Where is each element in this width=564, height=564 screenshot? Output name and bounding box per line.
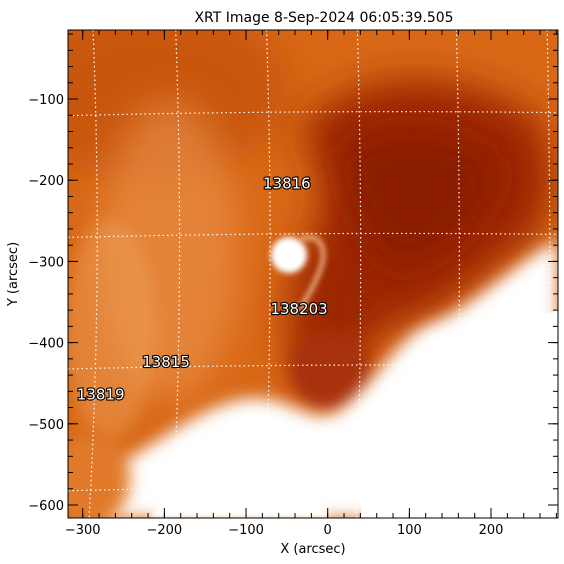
left-loop-glow-2 xyxy=(68,220,155,440)
active-region-label: 13815 xyxy=(142,353,190,371)
x-tick-label: 0 xyxy=(324,523,332,538)
x-axis-ticks: −300 −200 −100 0 100 200 xyxy=(65,30,557,538)
bright-lower-core xyxy=(360,310,558,518)
x-axis-label: X (arcsec) xyxy=(280,542,345,557)
y-tick-label: −300 xyxy=(28,255,64,270)
active-region-labels: 13816 138203 13815 13819 xyxy=(76,173,329,404)
bottom-left-fringe xyxy=(68,435,130,518)
y-tick-label: −400 xyxy=(28,337,64,352)
active-region-label: 138203 xyxy=(270,300,327,318)
grid-longitude-line xyxy=(455,30,460,518)
xrt-solar-image xyxy=(68,30,558,518)
x-tick-label: 200 xyxy=(479,523,504,538)
coordinate-grid xyxy=(68,30,558,518)
x-tick-label: −200 xyxy=(147,523,183,538)
watermark: SolarMonitor.org xyxy=(388,489,544,511)
x-tick-label: −300 xyxy=(65,523,101,538)
x-tick-label: 100 xyxy=(397,523,422,538)
y-tick-label: −600 xyxy=(28,499,64,514)
bright-loop xyxy=(298,235,326,311)
y-tick-label: −200 xyxy=(28,174,64,189)
plot-frame xyxy=(67,29,559,519)
y-tick-label: −500 xyxy=(28,418,64,433)
bright-kernel-core xyxy=(278,244,300,266)
active-region-label: 13816 xyxy=(263,174,311,192)
active-region-label: 13819 xyxy=(77,385,125,403)
dark-lower xyxy=(290,330,370,410)
grid-longitude-line xyxy=(546,30,551,518)
grid-longitude-line xyxy=(263,30,271,518)
grid-longitude-line xyxy=(355,30,362,518)
dark-core xyxy=(340,132,500,270)
x-tick-label: −100 xyxy=(228,523,264,538)
bright-lower-left xyxy=(150,436,330,518)
y-tick-label: −100 xyxy=(28,93,64,108)
grid-longitude-line xyxy=(172,30,181,518)
y-axis-ticks: −100 −200 −300 −400 −500 −600 xyxy=(28,33,558,514)
grid-longitude-line xyxy=(88,30,98,518)
y-axis-label: Y (arcsec) xyxy=(6,242,21,307)
plot-title: XRT Image 8-Sep-2024 06:05:39.505 xyxy=(194,10,453,26)
